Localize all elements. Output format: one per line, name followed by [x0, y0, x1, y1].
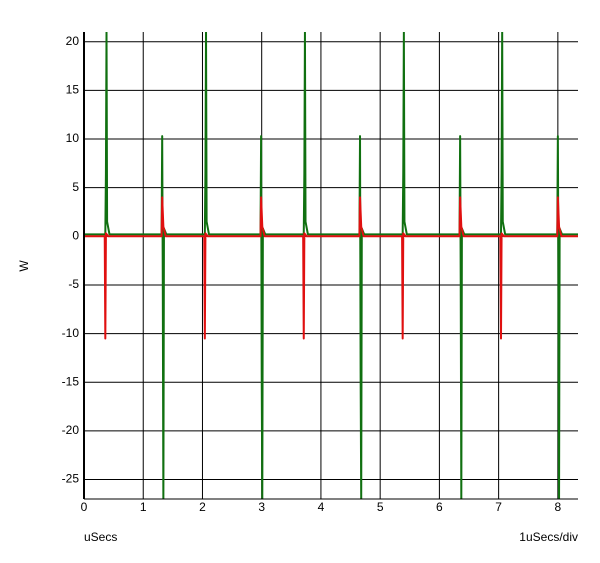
- y-tick-label: 15: [66, 83, 80, 97]
- x-tick-label: 4: [318, 500, 325, 514]
- x-tick-label: 3: [258, 500, 265, 514]
- x-tick-label: 7: [495, 500, 502, 514]
- y-axis-label: W: [17, 260, 31, 272]
- x-tick-label: 8: [555, 500, 562, 514]
- x-tick-label: 1: [140, 500, 147, 514]
- y-tick-label: 20: [66, 34, 80, 48]
- y-tick-label: -20: [62, 423, 80, 437]
- x-tick-label: 0: [81, 500, 88, 514]
- y-tick-label: 10: [66, 131, 80, 145]
- x-axis-label: uSecs: [84, 530, 117, 544]
- y-tick-label: -10: [62, 326, 80, 340]
- grid: [83, 32, 578, 499]
- y-tick-label: 5: [72, 180, 79, 194]
- x-tick-label: 6: [436, 500, 443, 514]
- plot-area: [84, 32, 578, 499]
- series-line: [84, 196, 578, 340]
- lines: [84, 32, 578, 499]
- y-tick-label: -15: [62, 374, 80, 388]
- y-tick-label: -5: [68, 277, 79, 291]
- x-scale-label: 1uSecs/div: [519, 530, 578, 544]
- x-tick-label: 2: [199, 500, 206, 514]
- y-tick-label: -25: [62, 472, 80, 486]
- y-tick-label: 0: [72, 228, 79, 242]
- x-tick-label: 5: [377, 500, 384, 514]
